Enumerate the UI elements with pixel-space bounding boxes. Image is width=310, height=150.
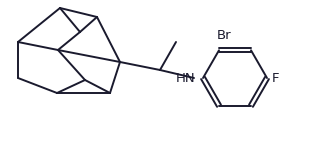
Text: Br: Br (217, 29, 232, 42)
Text: HN: HN (175, 72, 195, 84)
Text: F: F (272, 72, 280, 84)
